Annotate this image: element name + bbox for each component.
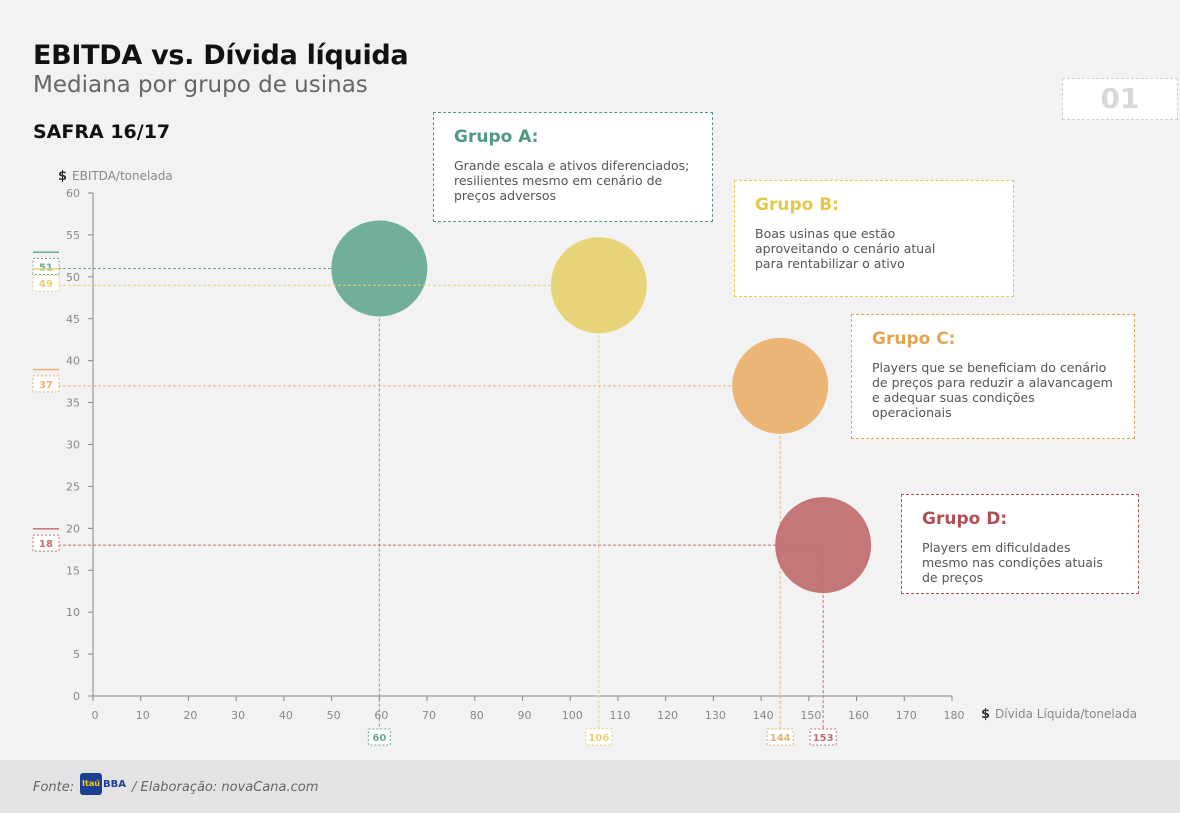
x-value-box-c: 144 (766, 728, 794, 746)
y-tick-label: 5 (73, 648, 80, 661)
x-tick-label: 150 (800, 709, 821, 722)
y-tick-label: 55 (66, 229, 80, 242)
x-value-box-frame-d (809, 728, 837, 746)
scatter-chart: 0 5 10 15 20 25 30 35 40 45 50 55 60 0 10 20 30 40 50 60 70 8… (32, 169, 1137, 746)
x-value-box-b: 106 (585, 728, 613, 746)
x-tick-label: 80 (470, 709, 484, 722)
y-tick-label: 15 (66, 564, 80, 577)
y-tick-label: 0 (73, 690, 80, 703)
y-tick-label: 50 (66, 271, 80, 284)
x-tick-label: 120 (657, 709, 678, 722)
x-tick-label: 70 (422, 709, 436, 722)
group-d-box: Grupo D: Players em dificuldades mesmo n… (901, 494, 1139, 594)
x-value-box-frame-b (585, 728, 613, 746)
group-b-box: Grupo B: Boas usinas que estão aproveita… (734, 180, 1014, 297)
y-value-label-c: 37 (39, 380, 53, 391)
x-tick-label: 130 (705, 709, 726, 722)
x-tick-label: 0 (92, 709, 99, 722)
footer: Fonte: Itaú BBA / Elaboração: novaCana.c… (0, 760, 1180, 813)
x-tick-label: 170 (896, 709, 917, 722)
chart-title: EBITDA vs. Dívida líquida (33, 40, 409, 71)
safra-label: SAFRA 16/17 (33, 121, 171, 143)
x-value-label-d: 153 (813, 733, 834, 744)
y-tick-label: 35 (66, 397, 80, 410)
x-tick-label: 40 (279, 709, 293, 722)
y-value-box-top-d (33, 528, 59, 530)
y-value-label-a: 51 (39, 262, 53, 273)
group-b-description: Boas usinas que estão aproveitando o cen… (755, 226, 936, 271)
x-value-label-a: 60 (372, 733, 386, 744)
y-tick-label: 20 (66, 522, 80, 535)
x-tick-label: 160 (848, 709, 869, 722)
x-tick-label: 100 (562, 709, 583, 722)
y-value-box-frame-b (32, 274, 60, 292)
y-value-box-top-a (33, 251, 59, 253)
x-value-box-frame-c (766, 728, 794, 746)
y-value-box-a: 51 (32, 251, 60, 275)
y-tick-label: 60 (66, 187, 80, 200)
point-a (331, 220, 428, 317)
y-value-box-frame-a (32, 257, 60, 275)
y-value-label-b: 49 (39, 279, 53, 290)
y-value-box-frame-c (32, 375, 60, 393)
point-d (775, 497, 872, 594)
y-value-label-d: 18 (39, 539, 53, 550)
y-tick-label: 25 (66, 480, 80, 493)
group-b-title: Grupo B: (755, 195, 839, 215)
x-tick-label: 20 (183, 709, 197, 722)
y-tick-label: 30 (66, 439, 80, 452)
x-tick-label: 180 (944, 709, 965, 722)
group-d-description: Players em dificuldades mesmo nas condiç… (922, 540, 1103, 585)
y-value-box-d: 18 (32, 528, 60, 552)
y-tick-label: 10 (66, 606, 80, 619)
group-a-description: Grande escala e ativos diferenciados; re… (454, 158, 690, 203)
x-axis-symbol: $ (981, 707, 990, 722)
y-axis-symbol: $ (58, 169, 67, 184)
x-tick-label: 30 (231, 709, 245, 722)
x-value-box-frame-a (367, 728, 391, 746)
y-tick-label: 45 (66, 313, 80, 326)
elaboration-credit: / Elaboração: novaCana.com (132, 780, 319, 795)
group-c-title: Grupo C: (872, 329, 956, 349)
itau-logo: Itaú (80, 773, 102, 795)
point-b (550, 237, 647, 334)
group-c-box: Grupo C: Players que se beneficiam do ce… (851, 314, 1135, 439)
source-label: Fonte: (33, 780, 75, 795)
y-axis-label: EBITDA/tonelada (72, 169, 173, 183)
group-a-title: Grupo A: (454, 127, 539, 147)
y-value-box-frame-d (32, 534, 60, 552)
y-tick-label: 40 (66, 355, 80, 368)
y-value-box-top-b (33, 268, 59, 270)
x-tick-label: 50 (327, 709, 341, 722)
x-value-box-d: 153 (809, 728, 837, 746)
x-tick-label: 60 (374, 709, 388, 722)
group-c-description: Players que se beneficiam do cenário de … (872, 360, 1113, 420)
group-d-title: Grupo D: (922, 509, 1008, 529)
y-value-box-top-c (33, 368, 59, 371)
y-value-box-b: 49 (32, 268, 60, 292)
bba-logo: BBA (103, 779, 126, 790)
x-value-box-a: 60 (367, 728, 391, 746)
x-value-label-b: 106 (588, 733, 609, 744)
chart-subtitle: Mediana por grupo de usinas (33, 72, 368, 98)
x-value-label-c: 144 (770, 733, 791, 744)
x-tick-label: 90 (518, 709, 532, 722)
x-tick-label: 140 (753, 709, 774, 722)
page-number-badge: 01 (1062, 78, 1178, 120)
x-axis-label: Dívida Líquida/tonelada (995, 707, 1137, 721)
x-tick-label: 10 (136, 709, 150, 722)
point-c (732, 337, 829, 434)
x-tick-label: 110 (609, 709, 630, 722)
y-value-box-c: 37 (32, 368, 60, 393)
group-a-box: Grupo A: Grande escala e ativos diferenc… (433, 112, 713, 222)
